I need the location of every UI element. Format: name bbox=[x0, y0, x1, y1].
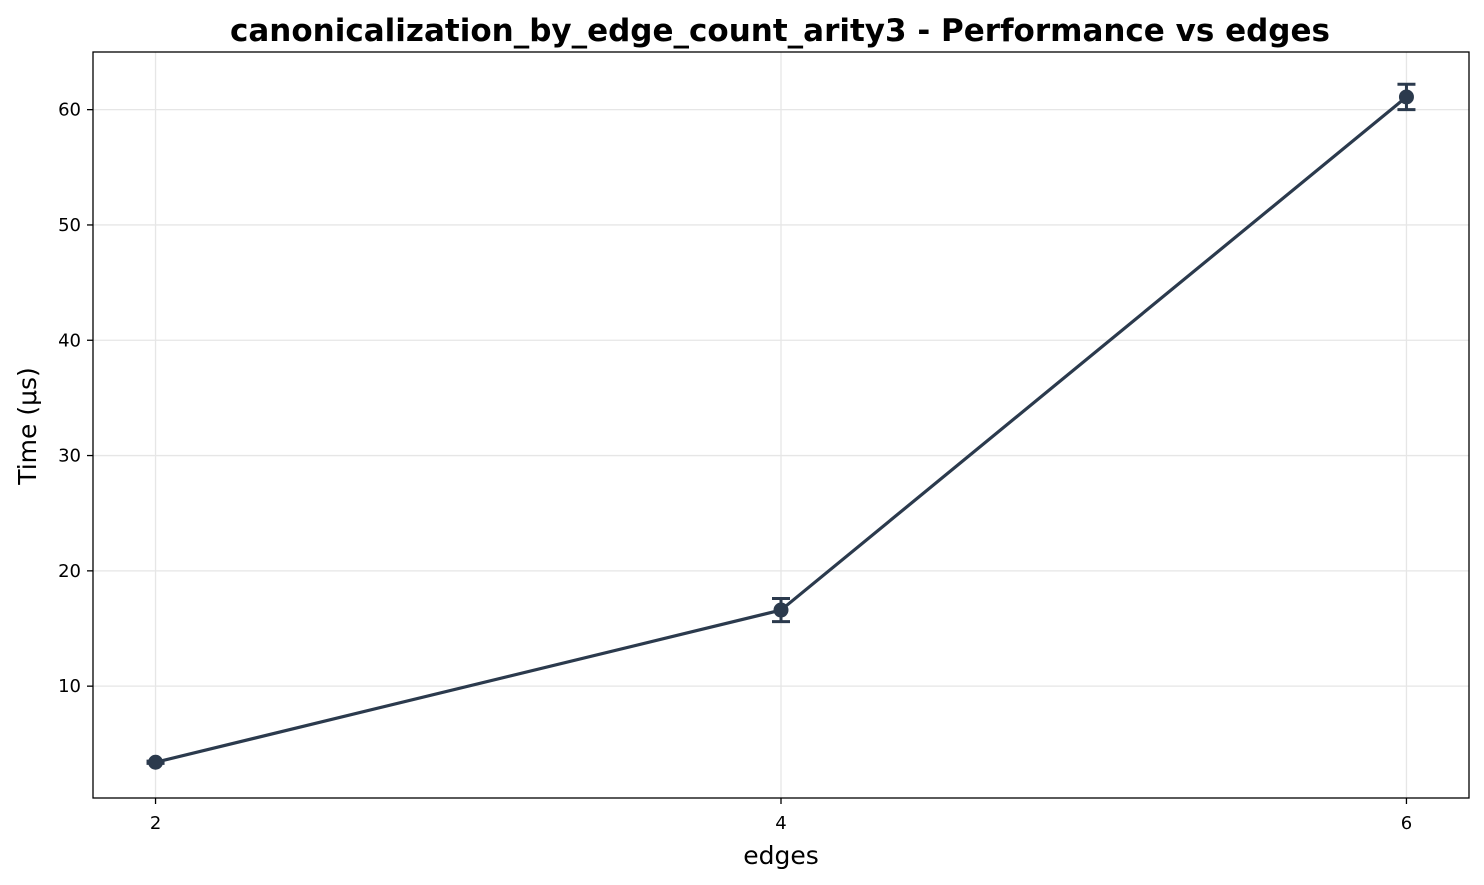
x-tick-label: 6 bbox=[1401, 813, 1412, 834]
data-point bbox=[1398, 89, 1414, 105]
x-tick-label: 2 bbox=[150, 813, 161, 834]
grid-lines bbox=[93, 52, 1469, 798]
y-tick-label: 50 bbox=[58, 215, 81, 236]
axis-ticks: 2 4 6 10 20 30 40 50 60 bbox=[58, 100, 1412, 834]
y-tick-label: 40 bbox=[58, 330, 81, 351]
series-layer bbox=[146, 82, 1416, 770]
x-tick-label: 4 bbox=[775, 813, 786, 834]
y-tick-label: 20 bbox=[58, 561, 81, 582]
y-tick-label: 10 bbox=[58, 676, 81, 697]
data-point bbox=[773, 602, 789, 618]
y-tick-label: 60 bbox=[58, 100, 81, 121]
x-axis-label: edges bbox=[743, 841, 819, 870]
y-axis-label: Time (μs) bbox=[13, 367, 42, 486]
y-tick-label: 30 bbox=[58, 446, 81, 467]
chart-title: canonicalization_by_edge_count_arity3 - … bbox=[230, 13, 1330, 49]
data-point bbox=[148, 754, 164, 770]
